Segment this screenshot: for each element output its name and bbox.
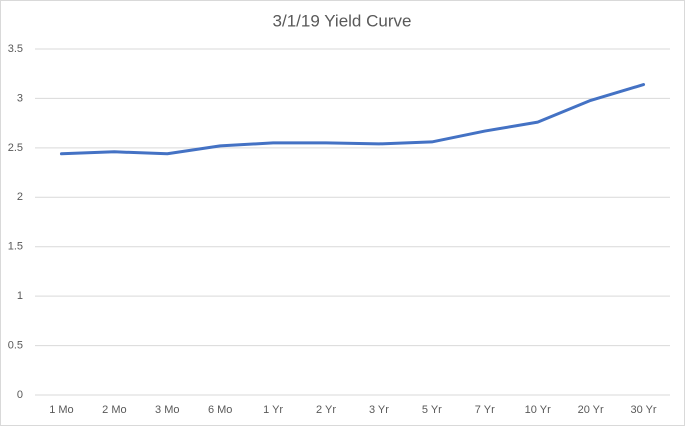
x-tick-label: 2 Mo [102,404,126,416]
x-tick-label: 1 Yr [263,404,283,416]
y-tick-label: 0.5 [8,339,23,351]
chart-title: 3/1/19 Yield Curve [273,11,412,30]
x-tick-label: 30 Yr [630,404,656,416]
x-tick-label: 7 Yr [475,404,495,416]
y-tick-label: 2.5 [8,142,23,154]
y-tick-label: 3 [17,92,23,104]
x-tick-label: 10 Yr [525,404,551,416]
y-tick-label: 1.5 [8,241,23,253]
x-tick-label: 2 Yr [316,404,336,416]
x-tick-label: 6 Mo [208,404,232,416]
y-tick-label: 1 [17,290,23,302]
y-tick-label: 0 [17,389,23,401]
y-tick-label: 3.5 [8,43,23,55]
x-tick-label: 3 Mo [155,404,179,416]
x-tick-label: 5 Yr [422,404,442,416]
x-tick-label: 1 Mo [49,404,73,416]
data-line [59,83,646,156]
x-tick-label: 20 Yr [578,404,604,416]
y-tick-label: 2 [17,191,23,203]
x-tick-label: 3 Yr [369,404,389,416]
